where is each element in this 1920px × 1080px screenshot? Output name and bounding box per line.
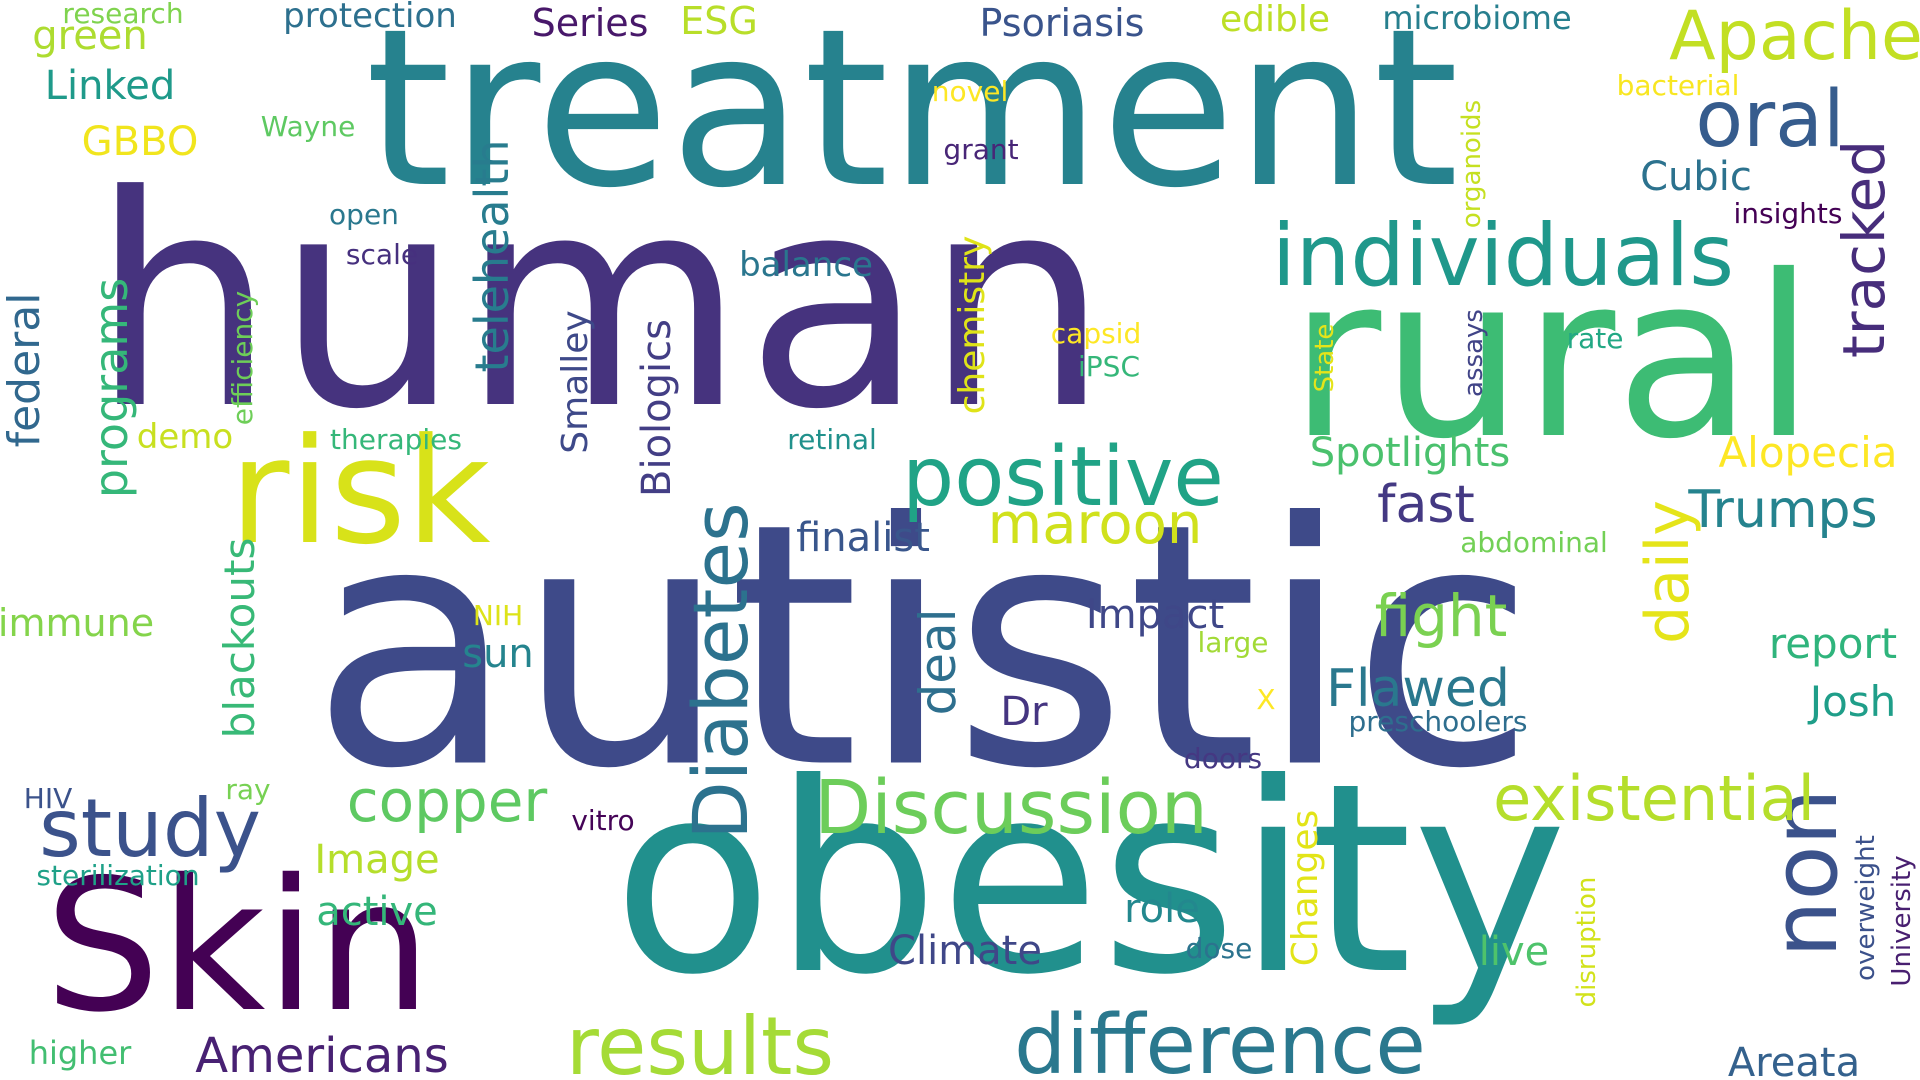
word-difference: difference	[1014, 998, 1426, 1080]
word-treatment: treatment	[365, 0, 1459, 236]
word-esg: ESG	[680, 0, 758, 43]
word-series: Series	[531, 1, 649, 45]
word-josh: Josh	[1809, 677, 1897, 726]
word-telehealth: telehealth	[465, 139, 519, 373]
word-fight: fight	[1374, 582, 1508, 650]
word-flawed: Flawed	[1326, 659, 1510, 719]
word-wayne: Wayne	[260, 110, 356, 143]
word-doors: doors	[1183, 742, 1263, 775]
word-edible: edible	[1219, 0, 1331, 40]
word-linked: Linked	[44, 63, 176, 109]
word-live: live	[1478, 929, 1550, 975]
word-large: large	[1197, 626, 1269, 659]
word-rural: rural	[1289, 227, 1815, 488]
word-impact: Impact	[1085, 592, 1225, 638]
word-rate: rate	[1566, 322, 1624, 355]
word-capsid: capsid	[1050, 317, 1142, 350]
word-existential: existential	[1493, 762, 1815, 835]
word-assays: assays	[1459, 309, 1489, 397]
word-oral: oral	[1695, 75, 1845, 165]
word-vitro: vitro	[571, 804, 635, 837]
word-scale: scale	[345, 238, 419, 271]
word-blackouts: blackouts	[215, 537, 264, 739]
word-sterilization: sterilization	[36, 859, 200, 892]
word-risk: risk	[229, 407, 491, 577]
word-efficiency: efficiency	[226, 290, 259, 426]
word-ray: ray	[225, 773, 271, 806]
word-cubic: Cubic	[1640, 154, 1752, 200]
word-microbiome: microbiome	[1382, 0, 1572, 37]
word-research: research	[62, 0, 184, 30]
word-human: human	[90, 133, 1110, 473]
word-open: open	[329, 198, 399, 231]
word-americans: Americans	[195, 1028, 449, 1080]
word-autistic: autistic	[310, 452, 1536, 843]
word-novel: novel	[931, 75, 1009, 108]
word-deal: deal	[909, 608, 967, 716]
word-results: results	[565, 1000, 835, 1080]
word-nih: NIH	[472, 599, 524, 632]
word-abdominal: abdominal	[1460, 526, 1608, 559]
word-report: report	[1768, 619, 1898, 668]
word-trumps: Trumps	[1688, 480, 1878, 540]
word-state: State	[1310, 323, 1340, 393]
word-insights: insights	[1733, 197, 1843, 230]
word-active: active	[316, 889, 438, 935]
word-psoriasis: Psoriasis	[979, 1, 1145, 45]
word-sun: sun	[462, 631, 534, 677]
word-dr: Dr	[1000, 689, 1048, 735]
word-hiv: HIV	[23, 782, 73, 815]
word-grant: grant	[943, 133, 1019, 166]
word-positive: positive	[902, 430, 1224, 525]
word-spotlights: Spotlights	[1309, 430, 1511, 476]
word-therapies: therapies	[330, 423, 462, 456]
word-study: study	[39, 782, 261, 875]
word-obesity: obesity	[612, 727, 1568, 1032]
word-green: green	[32, 13, 148, 59]
word-role: role	[1124, 886, 1200, 932]
word-x: X	[1256, 683, 1276, 716]
word-immune: immune	[0, 601, 155, 645]
word-finalist: finalist	[796, 515, 930, 561]
word-image: Image	[314, 837, 440, 883]
word-climate: Climate	[888, 928, 1042, 974]
word-discussion: Discussion	[814, 765, 1208, 851]
word-tracked: tracked	[1830, 139, 1898, 359]
word-fast: fast	[1377, 475, 1475, 535]
word-balance: balance	[739, 245, 873, 285]
word-alopecia: Alopecia	[1718, 428, 1898, 477]
word-bacterial: bacterial	[1616, 69, 1740, 102]
word-retinal: retinal	[787, 423, 877, 456]
word-programs: programs	[84, 277, 138, 499]
word-areata: Areata	[1727, 1040, 1861, 1080]
word-disruption: disruption	[1572, 876, 1602, 1008]
word-ipsc: iPSC	[1078, 350, 1140, 383]
word-biologics: Biologics	[634, 319, 680, 497]
word-changes: Changes	[1285, 809, 1326, 967]
word-higher: higher	[28, 1034, 132, 1072]
word-apache: Apache	[1669, 0, 1920, 76]
word-chemistry: chemistry	[952, 235, 993, 415]
word-gbbo: GBBO	[81, 119, 199, 165]
word-university: University	[1887, 855, 1917, 987]
word-protection: protection	[283, 0, 457, 36]
word-smalley: Smalley	[555, 310, 596, 454]
word-skin: Skin	[44, 840, 432, 1052]
word-diabetes: Diabetes	[676, 502, 765, 840]
word-maroon: maroon	[987, 492, 1203, 557]
word-dose: dose	[1185, 932, 1253, 965]
word-copper: copper	[346, 767, 548, 835]
word-preschoolers: preschoolers	[1348, 705, 1528, 738]
word-federal: federal	[0, 292, 50, 448]
word-demo: demo	[136, 417, 234, 457]
word-overweight: overweight	[1851, 835, 1881, 981]
word-organoids: organoids	[1457, 99, 1487, 229]
word-individuals: individuals	[1271, 206, 1735, 306]
